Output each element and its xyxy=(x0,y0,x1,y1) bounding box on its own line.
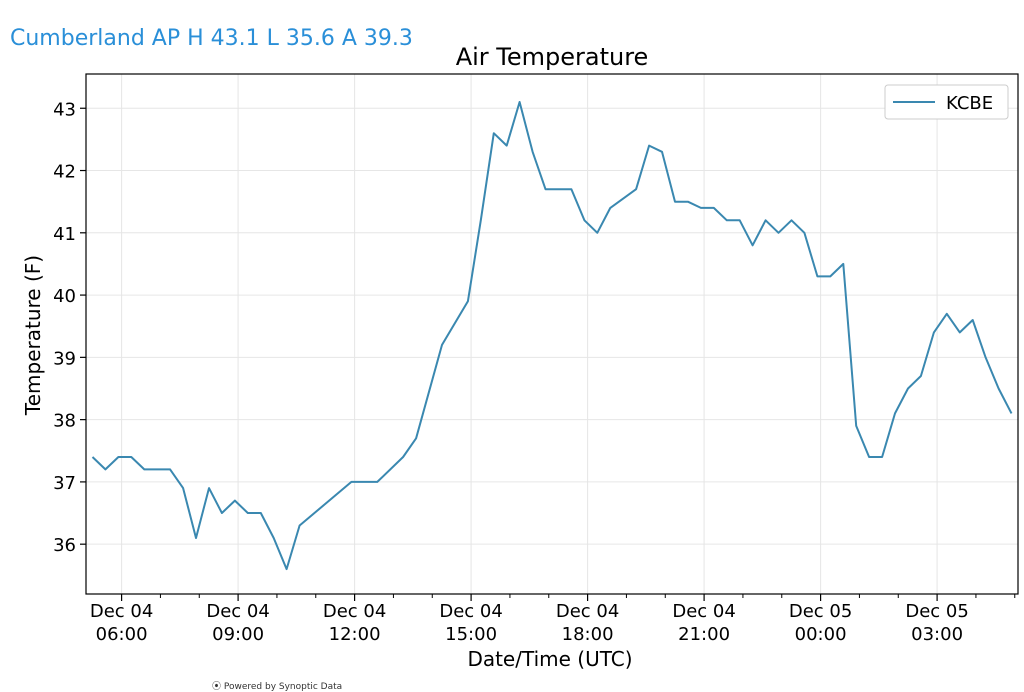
y-tick-label: 39 xyxy=(53,348,76,369)
x-tick-label-time: 21:00 xyxy=(678,624,730,645)
x-tick-label-date: Dec 04 xyxy=(323,601,386,622)
series-layer xyxy=(91,101,1013,571)
legend-label-kcbe: KCBE xyxy=(946,93,993,114)
x-tick-label-time: 03:00 xyxy=(911,624,963,645)
y-axis-label: Temperature (F) xyxy=(21,255,45,416)
legend-box xyxy=(884,84,1009,120)
x-tick-label-time: 09:00 xyxy=(212,624,264,645)
x-tick-label-date: Dec 05 xyxy=(905,601,968,622)
x-tick-label-time: 12:00 xyxy=(329,624,381,645)
x-tick-label-time: 00:00 xyxy=(795,624,847,645)
plot-area-frame xyxy=(85,73,1019,595)
x-tick-label-date: Dec 04 xyxy=(672,601,735,622)
station-summary-header: Cumberland AP H 43.1 L 35.6 A 39.3 xyxy=(10,26,413,51)
legend: KCBE xyxy=(884,84,1009,120)
x-tick-label-date: Dec 05 xyxy=(789,601,852,622)
series-line-kcbe xyxy=(91,101,1013,571)
x-axis-label: Date/Time (UTC) xyxy=(467,647,632,671)
x-tick-label-time: 06:00 xyxy=(96,624,148,645)
y-tick-label: 41 xyxy=(53,224,76,245)
grid-layer xyxy=(86,74,1018,594)
y-tick-label: 38 xyxy=(53,411,76,432)
chart-title: Air Temperature xyxy=(456,43,649,71)
y-tick-label: 36 xyxy=(53,535,76,556)
y-tick-label: 42 xyxy=(53,162,76,183)
y-tick-label: 43 xyxy=(53,99,76,120)
x-tick-label-time: 15:00 xyxy=(445,624,497,645)
x-tick-label-date: Dec 04 xyxy=(556,601,619,622)
y-tick-label: 40 xyxy=(53,286,76,307)
x-tick-label-time: 18:00 xyxy=(562,624,614,645)
y-tick-label: 37 xyxy=(53,473,76,494)
x-tick-label-date: Dec 04 xyxy=(439,601,502,622)
x-tick-label-date: Dec 04 xyxy=(206,601,269,622)
x-tick-label-date: Dec 04 xyxy=(90,601,153,622)
